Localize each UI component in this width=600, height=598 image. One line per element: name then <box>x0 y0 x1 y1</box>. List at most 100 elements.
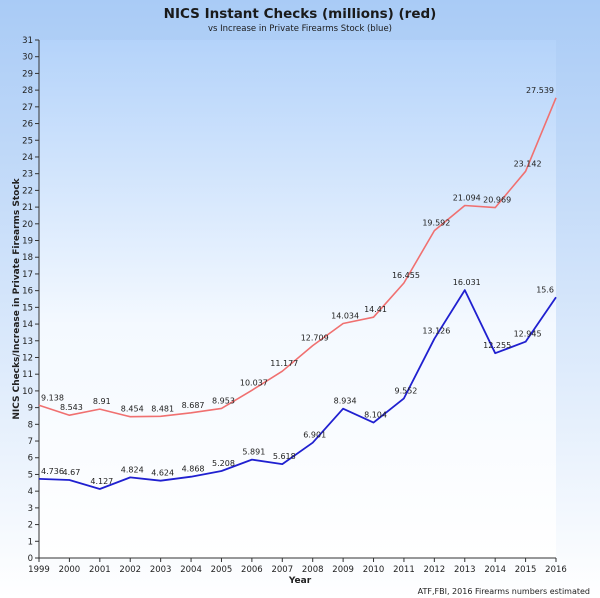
chart-title: NICS Instant Checks (millions) (red) <box>164 6 437 22</box>
data-label-nics: 14.034 <box>331 311 359 320</box>
x-tick-label: 2002 <box>119 565 141 575</box>
x-tick-label: 2004 <box>180 565 202 575</box>
y-tick-label: 25 <box>22 136 33 146</box>
data-label-nics: 11.177 <box>270 359 298 368</box>
x-ticks: 1999 2000 2001 2002 2003 2004 2005 2006 2007 2008… <box>28 558 567 575</box>
x-tick-label: 2001 <box>89 565 111 575</box>
data-label-firearms: 12.945 <box>514 330 542 339</box>
x-tick-label: 2006 <box>241 565 263 575</box>
data-label-nics: 20.969 <box>483 196 511 205</box>
data-label-nics: 8.543 <box>60 403 83 412</box>
data-label-firearms: 9.552 <box>394 386 417 395</box>
y-tick-label: 26 <box>22 120 33 130</box>
data-label-firearms: 5.891 <box>242 448 265 457</box>
x-tick-label: 2015 <box>515 565 537 575</box>
y-tick-label: 30 <box>22 53 33 63</box>
data-label-nics: 8.953 <box>212 396 235 405</box>
y-tick-label: 11 <box>22 370 33 380</box>
data-label-firearms: 4.67 <box>63 468 81 477</box>
series-line-nics <box>38 97 557 418</box>
source-note: ATF,FBI, 2016 Firearms numbers estimated <box>418 587 590 596</box>
y-tick-label: 24 <box>22 153 33 163</box>
x-tick-label: 2013 <box>454 565 476 575</box>
y-tick-label: 2 <box>28 521 33 531</box>
x-tick-label: 2009 <box>332 565 354 575</box>
series-line-firearms <box>38 289 557 490</box>
data-label-nics: 8.91 <box>93 397 111 406</box>
data-label-nics: 9.138 <box>41 393 64 402</box>
y-tick-label: 31 <box>22 36 33 46</box>
y-ticks: 0123456789101112131415161718192021222324… <box>22 36 39 564</box>
x-tick-label: 2005 <box>211 565 233 575</box>
data-label-firearms: 4.127 <box>90 477 113 486</box>
x-tick-label: 2012 <box>424 565 446 575</box>
y-tick-label: 0 <box>28 554 33 564</box>
data-label-firearms: 16.031 <box>453 278 481 287</box>
y-tick-label: 17 <box>22 270 33 280</box>
plot-area <box>39 40 556 558</box>
data-label-nics: 12.709 <box>301 334 329 343</box>
x-tick-label: 1999 <box>28 565 50 575</box>
y-tick-label: 27 <box>22 103 33 113</box>
y-tick-label: 12 <box>22 353 33 363</box>
x-axis-label: Year <box>288 576 312 586</box>
y-tick-label: 10 <box>22 387 33 397</box>
series-layer <box>38 97 557 490</box>
y-tick-label: 29 <box>22 69 33 79</box>
y-tick-label: 1 <box>28 537 33 547</box>
data-label-firearms: 15.6 <box>536 285 554 294</box>
axes <box>38 40 556 559</box>
x-tick-label: 2010 <box>363 565 385 575</box>
data-label-nics: 8.687 <box>182 401 205 410</box>
data-label-nics: 10.037 <box>240 378 268 387</box>
data-label-firearms: 4.824 <box>121 465 144 474</box>
data-label-nics: 23.142 <box>514 159 542 168</box>
y-tick-label: 21 <box>22 203 33 213</box>
data-label-firearms: 8.104 <box>364 411 387 420</box>
x-tick-label: 2000 <box>59 565 81 575</box>
data-label-firearms: 5.208 <box>212 459 235 468</box>
x-tick-label: 2007 <box>271 565 293 575</box>
data-label-nics: 8.481 <box>151 404 174 413</box>
y-tick-label: 9 <box>28 404 33 414</box>
x-tick-label: 2003 <box>150 565 172 575</box>
data-label-nics: 8.454 <box>121 405 144 414</box>
data-label-firearms: 6.901 <box>303 431 326 440</box>
data-label-firearms: 8.934 <box>334 397 357 406</box>
x-tick-label: 2014 <box>484 565 506 575</box>
y-tick-label: 15 <box>22 303 33 313</box>
data-label-firearms: 4.868 <box>182 465 205 474</box>
x-tick-label: 2011 <box>393 565 415 575</box>
y-tick-label: 4 <box>28 487 33 497</box>
data-label-firearms: 4.736 <box>41 467 64 476</box>
data-label-nics: 27.539 <box>526 86 554 95</box>
y-tick-label: 20 <box>22 220 33 230</box>
x-tick-label: 2008 <box>302 565 324 575</box>
data-label-firearms: 13.126 <box>422 327 450 336</box>
y-tick-label: 14 <box>22 320 33 330</box>
y-tick-label: 6 <box>28 454 33 464</box>
data-label-nics: 19.592 <box>422 219 450 228</box>
data-label-nics: 21.094 <box>453 194 481 203</box>
y-axis-label: NICS Checks/Increase in Private Firearms… <box>12 177 22 419</box>
data-label-firearms: 12.255 <box>483 341 511 350</box>
data-label-nics: 16.455 <box>392 271 420 280</box>
data-label-firearms: 4.624 <box>151 469 174 478</box>
y-tick-label: 19 <box>22 237 33 247</box>
y-tick-label: 5 <box>28 470 33 480</box>
y-tick-label: 8 <box>28 420 33 430</box>
y-tick-label: 16 <box>22 287 33 297</box>
y-tick-label: 7 <box>28 437 33 447</box>
data-label-firearms: 5.618 <box>273 452 296 461</box>
data-label-nics: 14.41 <box>364 305 387 314</box>
y-tick-label: 23 <box>22 170 33 180</box>
y-tick-label: 3 <box>28 504 33 514</box>
x-tick-label: 2016 <box>545 565 567 575</box>
y-tick-label: 28 <box>22 86 33 96</box>
chart-subtitle: vs Increase in Private Firearms Stock (b… <box>208 24 392 34</box>
y-tick-label: 22 <box>22 186 33 196</box>
y-tick-label: 13 <box>22 337 33 347</box>
